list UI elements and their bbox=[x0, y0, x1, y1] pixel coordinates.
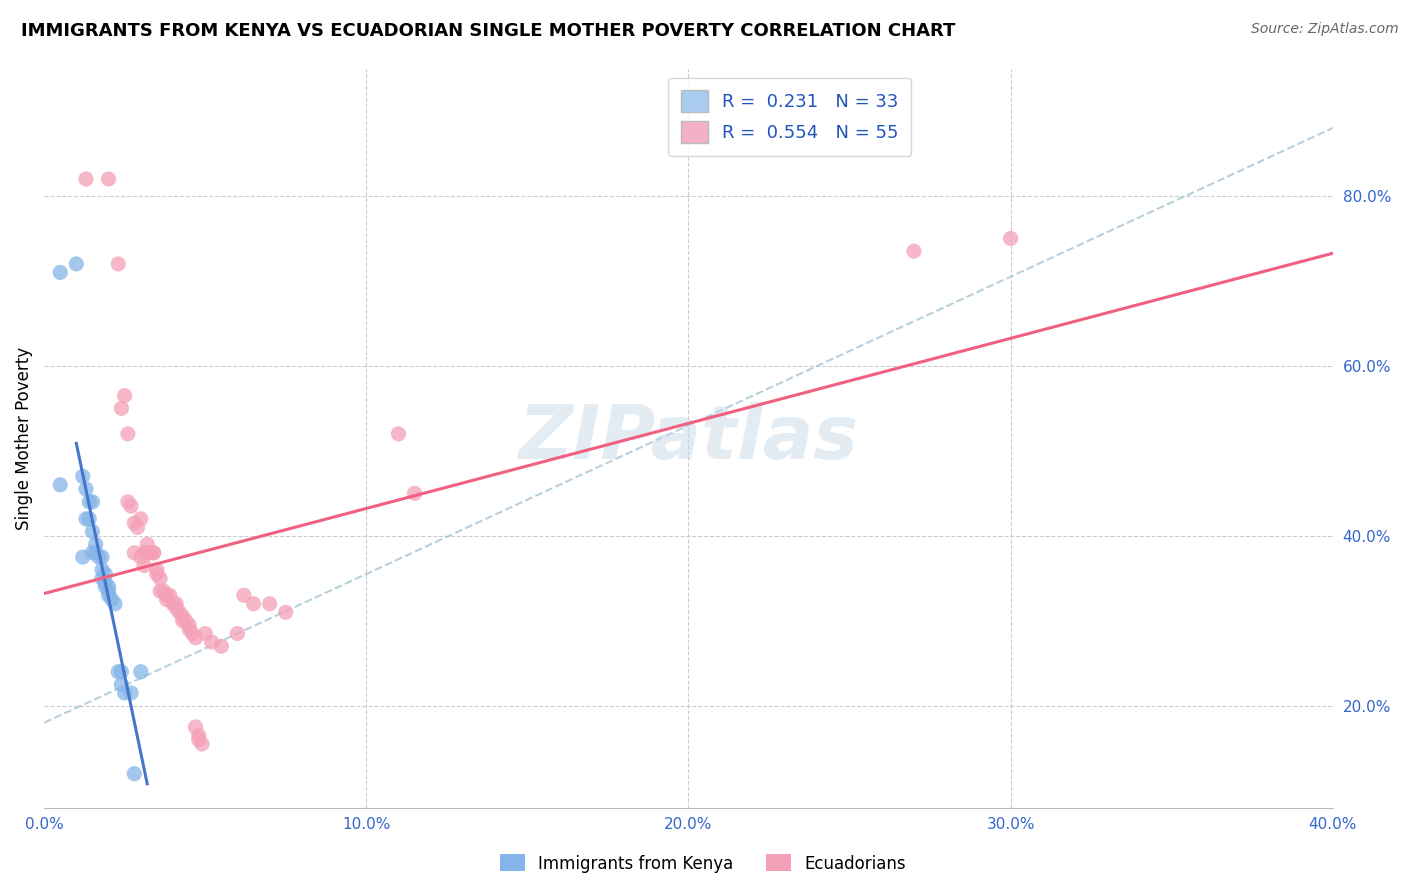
Point bbox=[124, 766, 146, 780]
Point bbox=[65, 257, 87, 271]
Point bbox=[94, 567, 117, 582]
Point bbox=[149, 571, 172, 585]
Point bbox=[274, 605, 297, 619]
Point bbox=[114, 389, 136, 403]
Point bbox=[120, 686, 142, 700]
Point bbox=[191, 737, 214, 751]
Point bbox=[146, 563, 169, 577]
Point bbox=[177, 622, 200, 636]
Point bbox=[194, 626, 217, 640]
Point bbox=[404, 486, 426, 500]
Point bbox=[129, 549, 152, 564]
Point bbox=[1000, 231, 1022, 245]
Point bbox=[97, 580, 120, 594]
Point bbox=[75, 512, 97, 526]
Point bbox=[82, 495, 104, 509]
Point bbox=[82, 524, 104, 539]
Text: IMMIGRANTS FROM KENYA VS ECUADORIAN SINGLE MOTHER POVERTY CORRELATION CHART: IMMIGRANTS FROM KENYA VS ECUADORIAN SING… bbox=[21, 22, 956, 40]
Point bbox=[124, 546, 146, 560]
Point bbox=[114, 686, 136, 700]
Point bbox=[97, 588, 120, 602]
Point bbox=[91, 549, 114, 564]
Point bbox=[107, 665, 129, 679]
Point bbox=[91, 571, 114, 585]
Point bbox=[177, 618, 200, 632]
Point bbox=[187, 732, 209, 747]
Point bbox=[72, 549, 94, 564]
Point bbox=[129, 512, 152, 526]
Point bbox=[77, 495, 100, 509]
Point bbox=[91, 563, 114, 577]
Point bbox=[136, 537, 159, 551]
Point bbox=[110, 677, 132, 691]
Point bbox=[132, 558, 155, 573]
Point bbox=[259, 597, 281, 611]
Point bbox=[226, 626, 249, 640]
Point bbox=[181, 626, 204, 640]
Point bbox=[172, 609, 194, 624]
Point bbox=[174, 614, 197, 628]
Point bbox=[169, 605, 191, 619]
Point bbox=[242, 597, 264, 611]
Point bbox=[142, 546, 165, 560]
Point bbox=[162, 597, 184, 611]
Point bbox=[94, 575, 117, 590]
Point bbox=[49, 265, 72, 279]
Point bbox=[82, 546, 104, 560]
Point bbox=[139, 546, 162, 560]
Point bbox=[107, 257, 129, 271]
Point bbox=[165, 601, 187, 615]
Point bbox=[117, 426, 139, 441]
Legend: R =  0.231   N = 33, R =  0.554   N = 55: R = 0.231 N = 33, R = 0.554 N = 55 bbox=[668, 78, 911, 156]
Point bbox=[903, 244, 925, 259]
Point bbox=[201, 635, 224, 649]
Point bbox=[209, 639, 232, 653]
Point bbox=[127, 520, 149, 534]
Point bbox=[104, 597, 127, 611]
Point bbox=[94, 580, 117, 594]
Point bbox=[97, 172, 120, 186]
Legend: Immigrants from Kenya, Ecuadorians: Immigrants from Kenya, Ecuadorians bbox=[494, 847, 912, 880]
Point bbox=[149, 584, 172, 599]
Point bbox=[387, 426, 409, 441]
Point bbox=[100, 592, 122, 607]
Point bbox=[129, 665, 152, 679]
Point bbox=[77, 512, 100, 526]
Point bbox=[124, 516, 146, 530]
Text: Source: ZipAtlas.com: Source: ZipAtlas.com bbox=[1251, 22, 1399, 37]
Point bbox=[142, 546, 165, 560]
Point bbox=[72, 469, 94, 483]
Point bbox=[184, 720, 207, 734]
Y-axis label: Single Mother Poverty: Single Mother Poverty bbox=[15, 346, 32, 530]
Point bbox=[110, 401, 132, 416]
Point bbox=[117, 495, 139, 509]
Point bbox=[97, 584, 120, 599]
Point bbox=[152, 584, 174, 599]
Point bbox=[184, 631, 207, 645]
Point bbox=[159, 588, 181, 602]
Point bbox=[155, 592, 177, 607]
Point bbox=[155, 588, 177, 602]
Point bbox=[110, 665, 132, 679]
Point bbox=[75, 482, 97, 496]
Point bbox=[136, 546, 159, 560]
Point bbox=[87, 549, 110, 564]
Point bbox=[146, 567, 169, 582]
Point bbox=[49, 478, 72, 492]
Text: ZIPatlas: ZIPatlas bbox=[519, 401, 859, 475]
Point bbox=[132, 546, 155, 560]
Point bbox=[84, 546, 107, 560]
Point bbox=[84, 537, 107, 551]
Point bbox=[120, 499, 142, 513]
Point bbox=[172, 614, 194, 628]
Point bbox=[165, 597, 187, 611]
Point bbox=[75, 172, 97, 186]
Point bbox=[187, 729, 209, 743]
Point bbox=[232, 588, 254, 602]
